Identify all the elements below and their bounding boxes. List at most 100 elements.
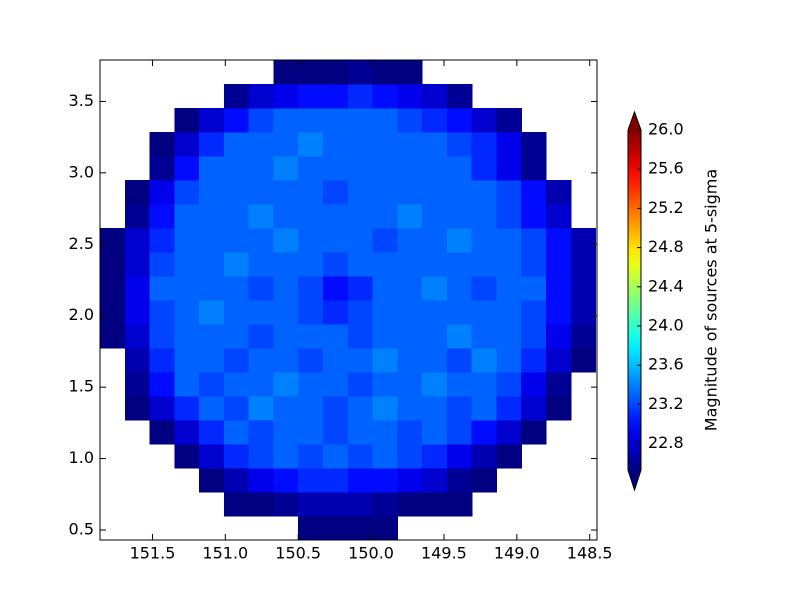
heatmap-cell — [422, 444, 448, 469]
heatmap-cell — [199, 252, 225, 277]
y-tick-label: 3.0 — [69, 162, 94, 181]
heatmap-cell — [446, 444, 473, 469]
heatmap-cell — [248, 396, 275, 421]
heatmap-cell — [174, 420, 200, 445]
heatmap-cell — [347, 492, 374, 517]
heatmap-cell — [446, 252, 473, 277]
heatmap-cell — [347, 156, 374, 181]
heatmap-cell — [273, 372, 299, 397]
heatmap-cell — [298, 180, 324, 205]
heatmap-cell — [223, 204, 250, 229]
heatmap-cell — [397, 156, 423, 181]
colorbar-tick-label: 22.8 — [648, 433, 684, 452]
y-tick-label: 2.5 — [69, 234, 94, 253]
heatmap-cell — [223, 444, 250, 469]
heatmap-cell — [496, 276, 522, 301]
heatmap-cell — [372, 156, 398, 181]
heatmap-cell — [446, 324, 473, 349]
heatmap-cell — [347, 228, 374, 253]
heatmap-cell — [248, 132, 275, 157]
heatmap-cell — [422, 132, 448, 157]
heatmap-cell — [545, 396, 572, 421]
heatmap-cell — [446, 396, 473, 421]
heatmap-cell — [347, 276, 374, 301]
heatmap-cell — [298, 60, 324, 85]
heatmap-cell — [248, 420, 275, 445]
colorbar-tick-label: 24.4 — [648, 276, 684, 295]
heatmap-cell — [521, 300, 547, 325]
heatmap-cell — [273, 300, 299, 325]
y-tick-label: 2.0 — [69, 305, 94, 324]
heatmap-cell — [273, 60, 299, 85]
x-tick-label: 151.0 — [202, 544, 248, 563]
heatmap-cell — [223, 300, 250, 325]
heatmap-cell — [397, 420, 423, 445]
heatmap-cell — [149, 372, 175, 397]
heatmap-cell — [199, 156, 225, 181]
heatmap-cell — [347, 372, 374, 397]
heatmap-cell — [322, 468, 349, 493]
heatmap-cell — [322, 492, 349, 517]
heatmap-cell — [446, 372, 473, 397]
heatmap-cell — [149, 228, 175, 253]
colorbar-extend-min — [628, 470, 641, 490]
heatmap-cell — [174, 444, 200, 469]
heatmap-cell — [322, 300, 349, 325]
heatmap-cell — [397, 204, 423, 229]
heatmap-cell — [422, 300, 448, 325]
heatmap-cell — [298, 396, 324, 421]
heatmap-cell — [446, 156, 473, 181]
heatmap-cell — [446, 420, 473, 445]
heatmap-cell — [347, 60, 374, 85]
heatmap-cell — [199, 300, 225, 325]
heatmap-cell — [521, 204, 547, 229]
heatmap-cell — [521, 228, 547, 253]
heatmap-cell — [149, 420, 175, 445]
heatmap-cell — [446, 348, 473, 373]
heatmap-cell — [496, 204, 522, 229]
heatmap-cell — [322, 324, 349, 349]
heatmap-cell — [471, 132, 498, 157]
heatmap-cell — [446, 108, 473, 133]
heatmap-cell — [223, 180, 250, 205]
heatmap-cell — [149, 300, 175, 325]
heatmap-cell — [446, 276, 473, 301]
colorbar-label: Magnitude of sources at 5-sigma — [702, 169, 721, 431]
heatmap-cell — [545, 252, 572, 277]
heatmap-cell — [248, 276, 275, 301]
colorbar-tick-label: 23.6 — [648, 355, 684, 374]
heatmap-cell — [199, 372, 225, 397]
heatmap-cell — [372, 444, 398, 469]
heatmap-cell — [248, 228, 275, 253]
heatmap-cell — [149, 204, 175, 229]
heatmap-cell — [322, 516, 349, 541]
heatmap-cell — [199, 396, 225, 421]
heatmap-cell — [322, 276, 349, 301]
heatmap-cell — [322, 180, 349, 205]
x-tick-label: 149.0 — [494, 544, 540, 563]
heatmap-cell — [248, 324, 275, 349]
heatmap-cell — [397, 84, 423, 109]
heatmap-cell — [149, 396, 175, 421]
heatmap-cell — [422, 396, 448, 421]
heatmap-cell — [471, 108, 498, 133]
heatmap-cell — [223, 276, 250, 301]
heatmap-cell — [248, 300, 275, 325]
heatmap-cell — [397, 252, 423, 277]
heatmap-cell — [298, 372, 324, 397]
x-tick-label: 150.5 — [275, 544, 321, 563]
heatmap-cell — [372, 108, 398, 133]
heatmap-cell — [223, 156, 250, 181]
heatmap-cell — [545, 276, 572, 301]
heatmap-cell — [124, 348, 151, 373]
heatmap-cell — [471, 276, 498, 301]
heatmap-cell — [322, 396, 349, 421]
heatmap-cell — [397, 108, 423, 133]
heatmap-cell — [347, 180, 374, 205]
heatmap-cell — [298, 300, 324, 325]
y-tick-label: 1.5 — [69, 377, 94, 396]
heatmap-cell — [223, 372, 250, 397]
heatmap-cell — [446, 84, 473, 109]
